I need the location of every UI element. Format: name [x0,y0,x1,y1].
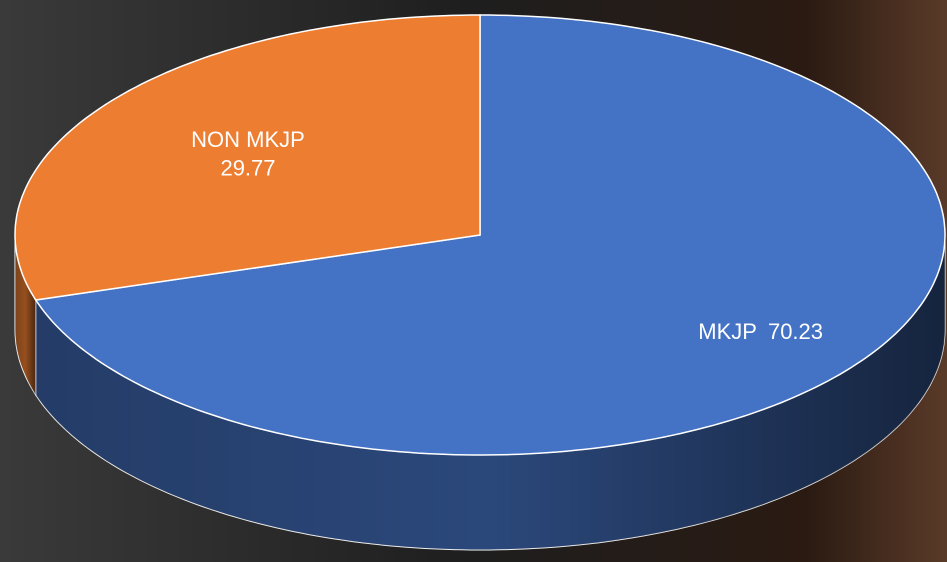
chart: MKJP 70.23 NON MKJP 29.77 [0,0,947,562]
category-label: MKJP [698,319,757,344]
category-label: NON MKJP [191,127,305,152]
value-label: 70.23 [768,319,823,344]
value-label: 29.77 [220,155,275,180]
